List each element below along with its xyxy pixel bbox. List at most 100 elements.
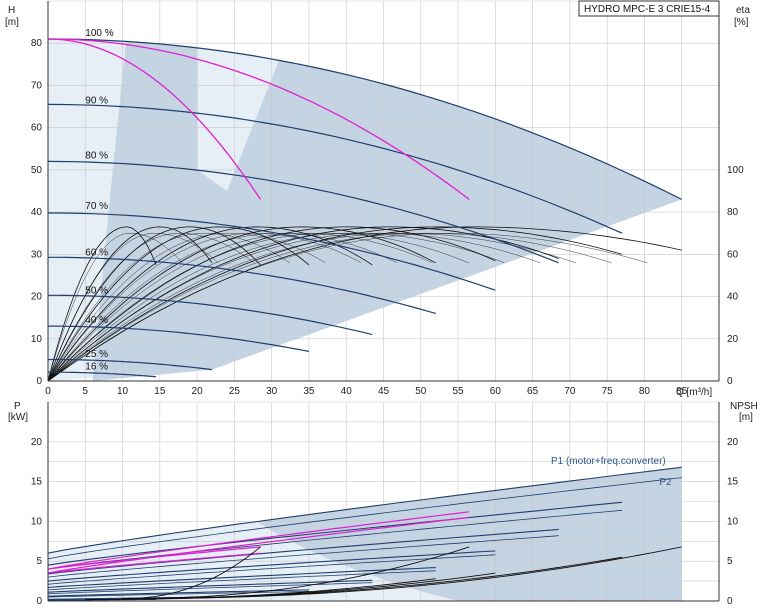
efficiency-curve-minor [47,232,362,382]
efficiency-curve-minor [47,232,219,382]
head-curve-25 [48,358,213,371]
efficiency-curve [47,226,310,382]
p2-curve [47,554,496,585]
p2-curve [47,477,682,560]
head-tick-label: 80 [31,38,43,49]
head-curve-40 [48,325,310,352]
flow-tick-label: 5 [82,386,88,397]
npsh-curve [122,546,261,600]
power-series-label: P2 [659,477,672,488]
chart-title: HYDRO MPC-E 3 CRIE15-4 [584,4,711,15]
head-tick-label: 20 [31,292,43,303]
efficiency-curve-minor [47,233,183,382]
head-chart-axes: 0 10 20 30 40 50 60 70 80 0 20 40 60 80 100 0 5 10 15 20 25 3… [31,1,744,397]
flow-tick-label: 75 [602,386,614,397]
head-tick-label: 40 [31,207,43,218]
speed-label: 16 % [85,362,108,373]
speed-label: 25 % [85,349,108,360]
flow-axis-label: Q [m³/h] [676,387,712,398]
flow-tick-label: 60 [490,386,502,397]
head-curve-90 [47,103,623,234]
power-chart-axes: 0 5 10 15 20 0 5 10 15 20 [31,402,739,607]
head-curve-80 [47,160,559,264]
npsh-tick-label: 10 [727,516,739,527]
power-region-dark [256,467,682,601]
efficiency-curve [47,226,261,382]
eta-tick-label: 0 [727,376,733,387]
title-box [578,0,720,17]
efficiency-curve-minor [47,232,612,382]
speed-label: 70 % [85,201,108,212]
operating-region-wedge [197,47,280,192]
efficiency-curve-minor [47,233,469,382]
p1-curve [47,567,436,589]
power-axis-unit: [kW] [8,412,28,423]
highlight-head-curve [47,38,470,200]
highlight-power-curve [47,511,470,570]
power-tick-label: 15 [31,477,43,488]
efficiency-curve [47,226,436,382]
flow-tick-label: 50 [415,386,427,397]
eta-tick-label: 100 [727,165,744,176]
efficiency-curve-minor [47,233,433,382]
power-tick-label: 10 [31,516,43,527]
power-tick-label: 0 [36,596,42,607]
p2-curve [47,591,309,598]
eta-axis-label: eta [736,5,750,16]
speed-label: 40 % [85,315,108,326]
efficiency-curve [47,226,623,382]
head-tick-label: 50 [31,165,43,176]
p1-curve [47,501,623,566]
npsh-axis-unit: [m] [739,412,753,423]
highlight-head-curve [47,38,262,200]
head-curve-100 [47,38,682,200]
head-curve-16 [48,371,157,378]
power-axis-label: P [14,401,21,412]
npsh-curve [85,578,436,600]
npsh-tick-label: 20 [727,437,739,448]
npsh-axis-label: NPSH [730,401,758,412]
power-tick-label: 20 [31,437,43,448]
head-tick-label: 0 [36,376,42,387]
efficiency-curve-minor [47,233,254,382]
head-chart-curves: 100 % 90 % 80 % 70 % 60 % 50 % 40 % 25 % 16 % [47,28,682,382]
p2-curve [47,535,559,578]
head-curve-60 [48,256,436,314]
eta-tick-label: 20 [727,334,739,345]
speed-label: 50 % [85,286,108,297]
flow-tick-label: 55 [452,386,464,397]
p2-curve [47,582,373,595]
efficiency-curve-minor [47,232,576,382]
eta-axis-unit: [%] [734,17,749,28]
speed-label: 100 % [85,28,113,39]
flow-tick-label: 40 [341,386,353,397]
head-axis-label: H [8,5,15,16]
flow-tick-label: 15 [154,386,166,397]
eta-tick-label: 40 [727,292,739,303]
flow-tick-label: 30 [266,386,278,397]
p2-curve [47,509,623,570]
head-tick-label: 60 [31,123,43,134]
head-axis-unit: [m] [5,17,19,28]
flow-tick-label: 25 [229,386,241,397]
head-tick-label: 30 [31,249,43,260]
flow-tick-label: 80 [639,386,651,397]
flow-tick-label: 35 [303,386,315,397]
power-chart-curves: P1 (motor+freq.converter) P2 [47,456,682,601]
speed-label: 90 % [85,96,108,107]
efficiency-curve-minor [47,232,326,382]
flow-tick-label: 45 [378,386,390,397]
power-series-label: P1 (motor+freq.converter) [551,456,666,467]
speed-label: 80 % [85,150,108,161]
head-curve-50 [48,294,373,336]
head-tick-label: 70 [31,80,43,91]
efficiency-curve-minor [47,232,290,382]
flow-tick-label: 0 [45,386,51,397]
flow-tick-label: 10 [117,386,129,397]
efficiency-curve-minor [47,232,505,382]
npsh-curve [122,546,470,600]
npsh-tick-label: 15 [727,477,739,488]
npsh-tick-label: 0 [727,596,733,607]
